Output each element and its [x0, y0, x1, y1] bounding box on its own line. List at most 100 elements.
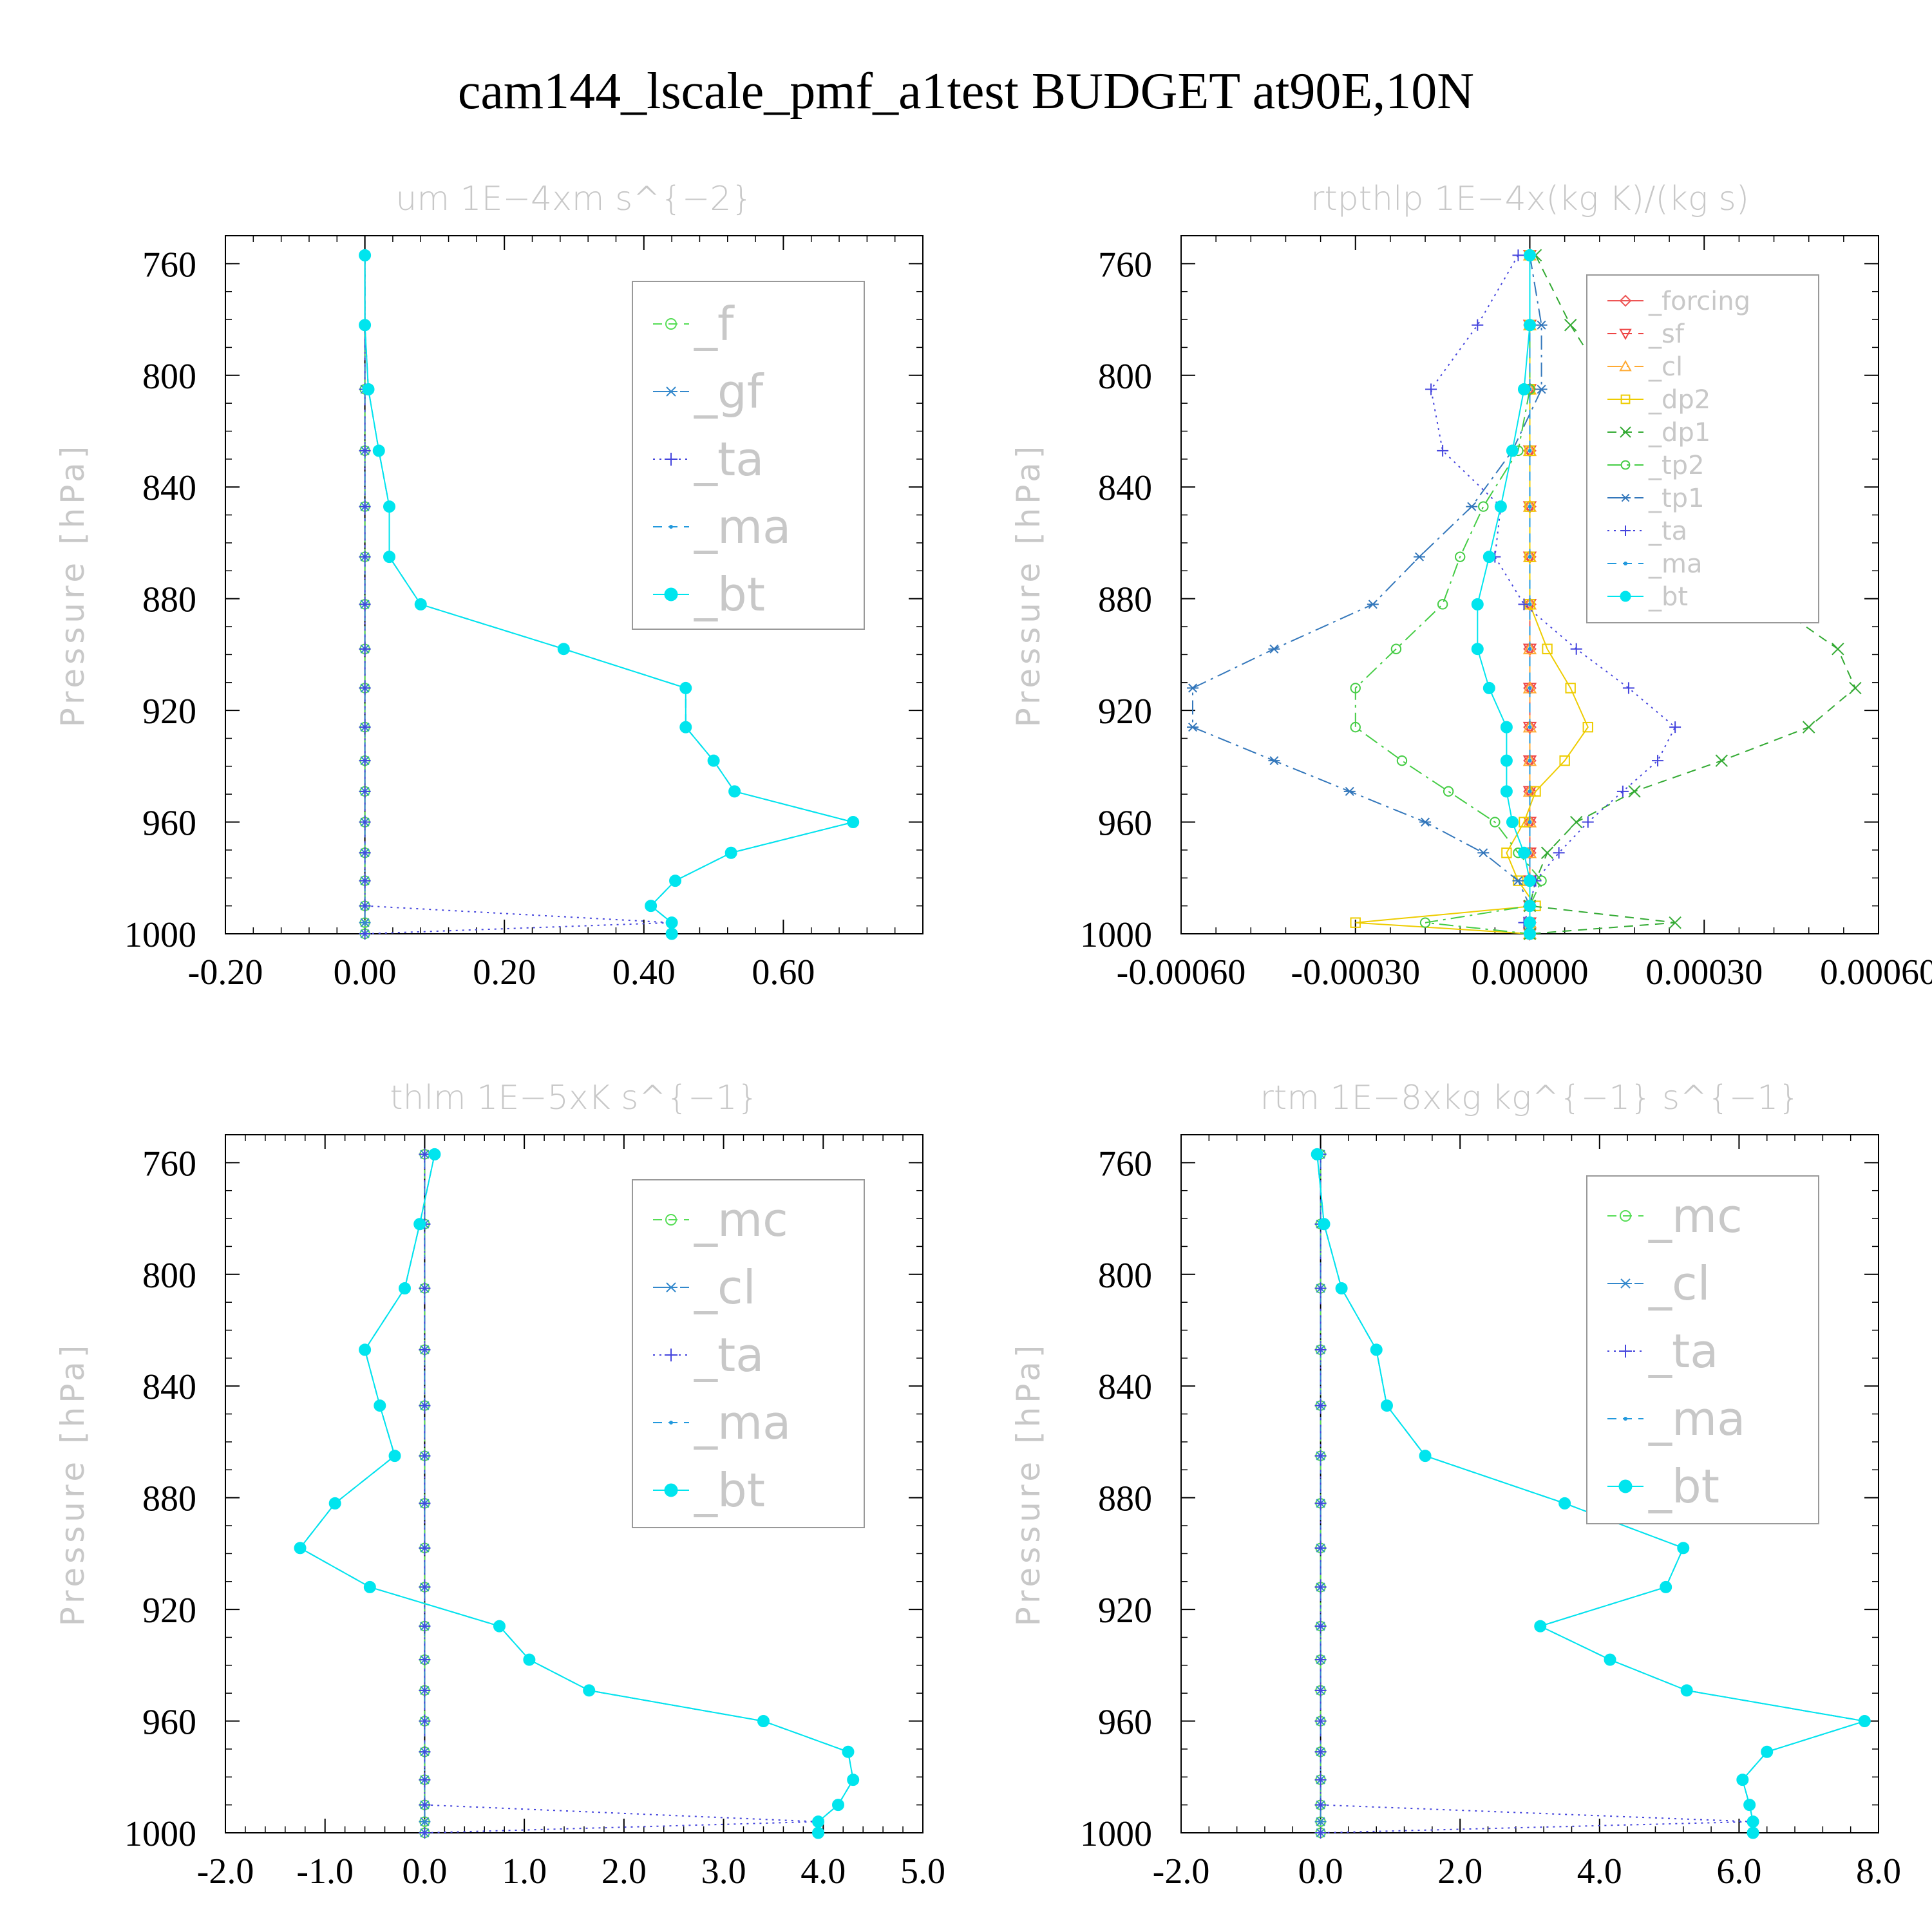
- legend-label: _tp2: [1648, 451, 1705, 480]
- y-tick-label: 840: [142, 1367, 196, 1407]
- data-point: [1528, 554, 1532, 559]
- data-point: [372, 444, 385, 457]
- data-point: [1335, 1282, 1348, 1294]
- data-point: [1500, 754, 1513, 767]
- data-point: [1314, 1746, 1327, 1758]
- data-point: [679, 721, 692, 734]
- y-tick-label: 880: [1098, 1479, 1152, 1519]
- legend-label: _cl: [694, 1260, 756, 1314]
- data-point: [1564, 319, 1577, 332]
- data-point: [1858, 1715, 1871, 1728]
- chart-panel: rtm 1E−8xkg kg^{−1} s^{−1} Pressure [hPa]…: [1010, 1079, 1901, 1891]
- data-point: [1370, 1343, 1383, 1356]
- data-point: [1314, 1715, 1327, 1727]
- data-point: [1522, 784, 1537, 797]
- data-point: [1367, 600, 1379, 609]
- data-point: [419, 1799, 431, 1811]
- x-tick-label: 4.0: [800, 1852, 846, 1891]
- data-point: [1761, 1745, 1774, 1758]
- data-point: [1669, 916, 1681, 929]
- data-point: [359, 598, 371, 611]
- legend-marker: [665, 1214, 677, 1226]
- y-tick-label: 960: [142, 804, 196, 844]
- legend-label: _mc: [1648, 1189, 1743, 1243]
- legend-marker: [665, 386, 677, 397]
- series-line: [1320, 1154, 1754, 1833]
- data-point: [1314, 1817, 1327, 1826]
- x-tick-label: 0.00: [334, 952, 397, 992]
- data-point: [1187, 723, 1199, 732]
- x-tick-label: 3.0: [701, 1852, 746, 1891]
- legend-marker: [1618, 1479, 1633, 1493]
- y-tick-label: 760: [142, 245, 196, 285]
- data-point: [1437, 444, 1449, 457]
- data-point: [1482, 681, 1495, 694]
- legend-label: _forcing: [1648, 287, 1750, 316]
- data-point: [1604, 1653, 1616, 1666]
- data-point: [1528, 448, 1532, 453]
- data-point: [1419, 917, 1431, 928]
- data-point: [1506, 444, 1519, 457]
- data-point: [1802, 721, 1815, 734]
- series-line: [1354, 255, 1542, 934]
- data-point: [1524, 249, 1536, 261]
- panel-title: rtpthlp 1E−4x(kg K)/(kg s): [1311, 180, 1749, 218]
- data-point: [645, 900, 658, 913]
- data-point: [359, 816, 371, 828]
- data-point: [1528, 602, 1532, 607]
- y-axis-label: Pressure [hPa]: [1010, 442, 1047, 728]
- legend-label: _ma: [694, 1396, 791, 1450]
- x-tick-label: 0.00060: [1820, 952, 1932, 992]
- data-point: [1314, 1684, 1327, 1696]
- chart-panel: rtpthlp 1E−4x(kg K)/(kg s) Pressure [hPa]…: [1010, 180, 1932, 992]
- legend-label: _dp1: [1648, 418, 1710, 448]
- data-point: [1569, 815, 1583, 829]
- data-point: [728, 785, 741, 798]
- data-point: [1528, 504, 1532, 509]
- data-point: [359, 551, 371, 563]
- data-point: [388, 1450, 401, 1463]
- y-tick-label: 920: [1098, 692, 1152, 732]
- legend-marker: [665, 453, 677, 466]
- data-point: [1318, 1218, 1331, 1231]
- data-point: [419, 1684, 431, 1696]
- data-point: [1350, 721, 1361, 733]
- panel-title: um 1E−4xm s^{−2}: [395, 180, 752, 218]
- data-point: [1622, 682, 1634, 694]
- legend-label: _ma: [694, 500, 791, 554]
- data-point: [812, 1826, 825, 1839]
- data-point: [679, 681, 692, 694]
- data-point: [583, 1684, 596, 1697]
- panel-title: thlm 1E−5xK s^{−1}: [390, 1079, 758, 1117]
- data-point: [1540, 846, 1554, 859]
- data-point: [374, 1399, 386, 1412]
- data-point: [1570, 643, 1582, 655]
- x-tick-label: 5.0: [900, 1852, 945, 1891]
- x-tick-label: 8.0: [1856, 1852, 1901, 1891]
- data-point: [669, 875, 682, 887]
- data-point: [419, 1343, 431, 1356]
- legend-label: _bt: [694, 567, 765, 621]
- legend-label: _ta: [694, 1328, 764, 1382]
- x-tick-label: -2.0: [1153, 1852, 1210, 1891]
- data-point: [419, 1774, 431, 1786]
- legend-marker: [1620, 526, 1631, 536]
- series-line: [424, 1154, 819, 1833]
- data-point: [1582, 721, 1593, 733]
- y-tick-label: 760: [1098, 245, 1152, 285]
- data-point: [359, 1343, 372, 1356]
- legend-label: _f: [694, 297, 735, 351]
- data-point: [1517, 383, 1530, 395]
- data-point: [359, 928, 371, 940]
- data-point: [1652, 755, 1664, 767]
- y-tick-label: 880: [142, 1479, 196, 1519]
- y-axis-label: Pressure [hPa]: [1010, 1341, 1047, 1627]
- data-point: [1680, 1684, 1693, 1697]
- data-point: [1311, 1148, 1323, 1160]
- data-point: [359, 875, 371, 887]
- data-point: [1628, 785, 1641, 798]
- data-point: [1471, 598, 1484, 611]
- data-point: [1528, 820, 1532, 824]
- data-point: [1482, 551, 1495, 564]
- legend-marker: [1620, 460, 1631, 470]
